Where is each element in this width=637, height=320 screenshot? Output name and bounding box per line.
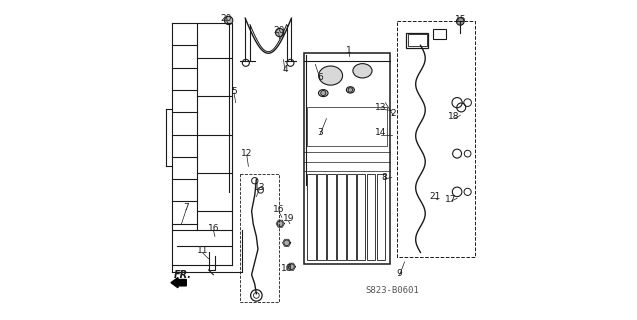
Bar: [433, 29, 446, 39]
Bar: [304, 53, 390, 264]
Text: 20: 20: [220, 14, 232, 23]
Circle shape: [289, 264, 294, 270]
Ellipse shape: [353, 64, 372, 78]
Bar: [347, 174, 355, 260]
Text: 13: 13: [375, 103, 387, 112]
Bar: [317, 174, 326, 260]
Text: 20: 20: [273, 27, 284, 36]
Text: 18: 18: [448, 113, 460, 122]
Bar: [327, 174, 336, 260]
Ellipse shape: [318, 66, 343, 85]
Bar: [408, 34, 427, 46]
Text: 5: 5: [231, 87, 237, 96]
Text: S823-B0601: S823-B0601: [365, 286, 419, 295]
Circle shape: [348, 88, 353, 92]
Text: 16: 16: [273, 205, 285, 214]
Text: 15: 15: [455, 15, 466, 24]
Text: 8: 8: [381, 173, 387, 182]
Bar: [357, 174, 366, 260]
Text: 2: 2: [390, 109, 396, 118]
Circle shape: [275, 28, 283, 37]
Text: 1: 1: [346, 45, 352, 55]
Bar: [406, 33, 429, 48]
Circle shape: [283, 240, 289, 246]
Bar: [377, 174, 385, 260]
Circle shape: [321, 91, 326, 96]
FancyArrow shape: [171, 277, 186, 288]
Circle shape: [457, 18, 464, 25]
Bar: [307, 174, 316, 260]
Text: 12: 12: [241, 149, 252, 158]
Circle shape: [224, 16, 233, 25]
Text: 13: 13: [254, 183, 265, 192]
Text: 10: 10: [281, 264, 292, 273]
Circle shape: [277, 221, 283, 227]
Text: FR.: FR.: [174, 270, 192, 280]
Text: 14: 14: [375, 128, 386, 137]
Text: 16: 16: [208, 224, 219, 233]
Text: 19: 19: [282, 214, 294, 223]
Text: 9: 9: [397, 268, 403, 278]
Text: 17: 17: [445, 195, 457, 204]
Text: 7: 7: [183, 203, 189, 212]
Text: 6: 6: [317, 73, 323, 82]
Bar: [307, 108, 387, 146]
Text: 3: 3: [317, 128, 323, 137]
Ellipse shape: [318, 90, 328, 97]
Bar: [337, 174, 346, 260]
Text: 21: 21: [429, 192, 440, 201]
Text: 11: 11: [196, 246, 208, 255]
Bar: [367, 174, 375, 260]
Ellipse shape: [347, 87, 354, 93]
Text: 4: 4: [282, 65, 288, 74]
